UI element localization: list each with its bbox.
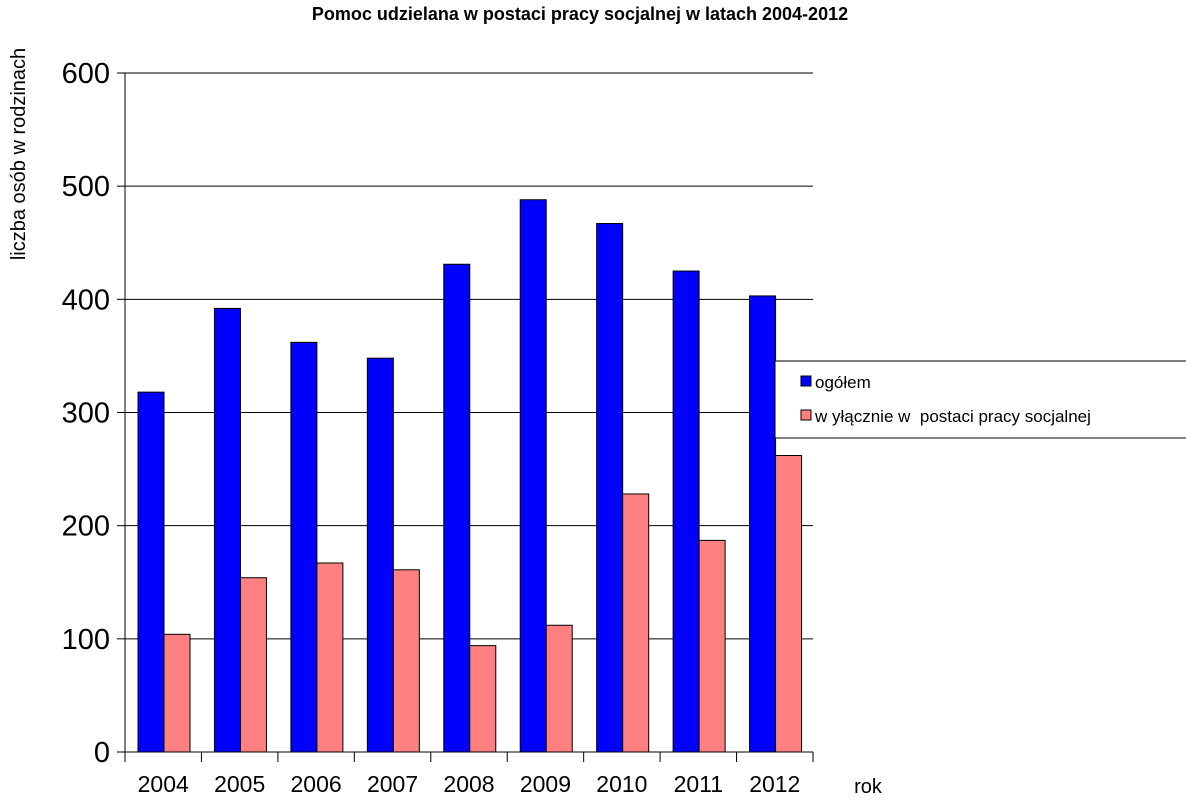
y-tick-label: 500 [62,171,110,203]
x-tick-label: 2005 [214,771,265,797]
x-tick-label: 2009 [520,771,571,797]
y-tick-label: 0 [94,737,110,769]
bar-2008-series-1 [469,645,497,753]
bar-2004-series-1 [163,633,191,753]
bar-2009-series-0 [519,199,547,753]
legend-label-praca-socjalna: w yłącznie w postaci pracy socjalnej [814,407,1091,426]
bar-2009-series-1 [545,624,573,753]
bar-2007-series-0 [366,357,394,753]
bar-2010-series-1 [622,493,650,753]
x-axis-label: rok [854,776,883,798]
bar-2004-series-0 [137,391,165,753]
axes [124,73,814,762]
bar-2011-series-0 [672,270,700,753]
y-tick-label: 400 [62,284,110,316]
y-tick-label: 300 [62,398,110,430]
bar-2006-series-1 [316,562,344,753]
bar-2008-series-0 [443,263,471,753]
x-tick-label: 2004 [138,771,189,797]
x-tick-label: 2011 [674,771,723,797]
bar-2010-series-0 [596,223,624,753]
x-tick-label: 2006 [291,771,342,797]
y-tick-label: 200 [62,511,110,543]
x-tick-label: 2007 [367,771,418,797]
y-tick-label: 600 [62,58,110,90]
bar-2012-series-1 [775,455,803,753]
x-tick-label: 2008 [443,771,494,797]
bar-2011-series-1 [698,539,726,753]
y-tick-label: 100 [62,624,110,656]
x-tick-label: 2012 [749,771,800,797]
bar-2007-series-1 [392,569,420,753]
bars [137,199,803,753]
legend-swatch-ogolem [800,375,812,387]
bar-2005-series-0 [213,307,241,753]
legend-label-ogolem: ogółem [815,373,871,392]
x-tick-label: 2010 [596,771,647,797]
bar-2006-series-0 [290,341,318,753]
tick-labels: 0 100 200 300 400 500 600 2004 2005 2006 2007 2008 2… [62,58,801,797]
bar-2012-series-0 [749,295,777,753]
legend: ogółem w yłącznie w postaci pracy socjal… [774,360,1186,439]
legend-swatch-praca-socjalna [800,409,812,421]
chart-title: Pomoc udzielana w postaci pracy socjalne… [312,4,848,24]
legend-box [774,360,1186,439]
bar-2005-series-1 [239,577,267,753]
y-axis-label: liczba osób w rodzinach [8,48,30,260]
